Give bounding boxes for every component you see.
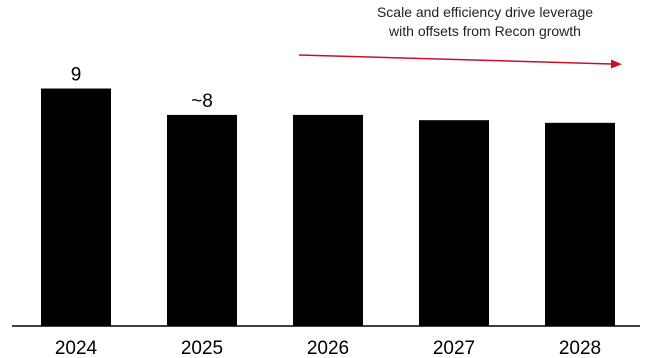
bar-2028	[545, 122, 615, 326]
x-tick-label-2027: 2027	[433, 338, 475, 358]
data-label-2025: ~8	[191, 91, 213, 112]
trend-arrowhead	[610, 59, 622, 69]
bar-2025	[167, 114, 237, 326]
trend-annotation: Scale and efficiency drive leverage with…	[330, 3, 640, 41]
annotation-line-1: Scale and efficiency drive leverage	[376, 4, 594, 20]
x-tick-label-2024: 2024	[55, 338, 98, 358]
x-tick-label-2028: 2028	[559, 338, 601, 358]
bar-2026	[293, 114, 363, 326]
annotation-line-2: with offsets from Recon growth	[389, 23, 581, 39]
trend-arrow	[298, 54, 613, 65]
x-tick-label-2026: 2026	[307, 338, 349, 358]
bar-2024	[41, 88, 111, 326]
bar-2027	[419, 120, 489, 326]
x-tick-label-2025: 2025	[181, 338, 223, 358]
data-label-2024: 9	[71, 65, 82, 86]
